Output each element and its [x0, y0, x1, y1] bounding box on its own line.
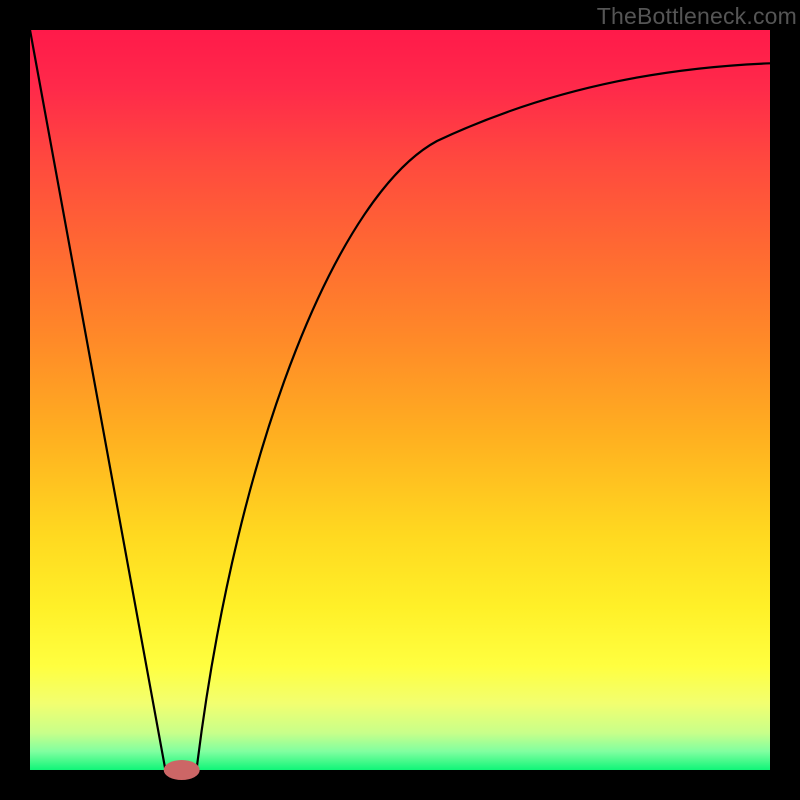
watermark-text: TheBottleneck.com — [597, 3, 797, 30]
chart-container: TheBottleneck.com — [0, 0, 800, 800]
plot-area — [30, 30, 770, 770]
